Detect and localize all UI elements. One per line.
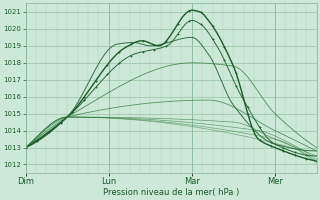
X-axis label: Pression niveau de la mer( hPa ): Pression niveau de la mer( hPa ) [103, 188, 239, 197]
